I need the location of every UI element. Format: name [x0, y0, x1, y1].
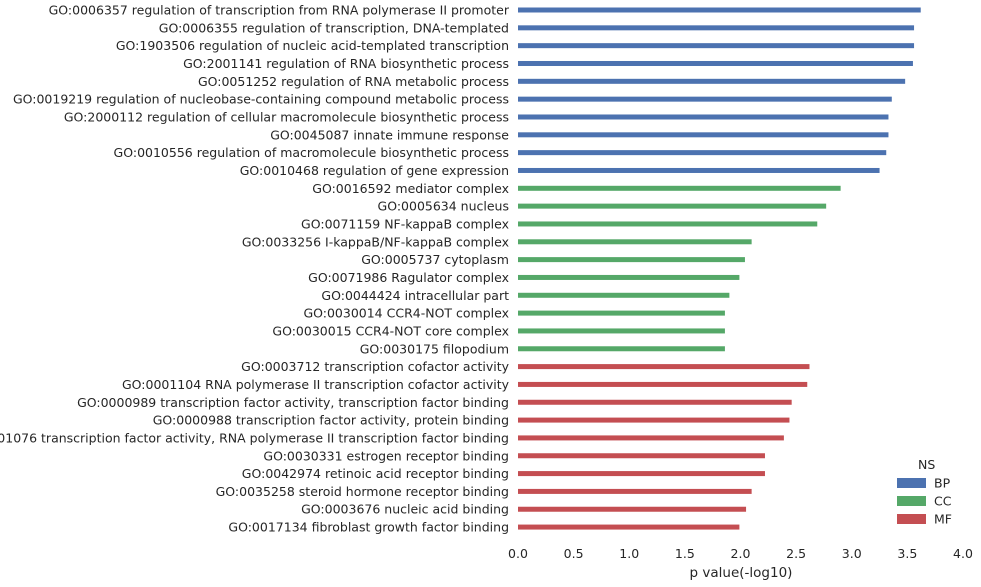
bar: [518, 239, 752, 245]
legend-swatch: [897, 478, 926, 488]
legend-label: CC: [934, 494, 952, 509]
x-tick-label: 3.5: [897, 546, 917, 561]
bar: [518, 471, 765, 477]
bar: [518, 25, 915, 31]
category-label: GO:0000989 transcription factor activity…: [77, 395, 509, 410]
category-label: GO:1903506 regulation of nucleic acid-te…: [116, 38, 509, 53]
bar: [518, 96, 892, 102]
category-label: GO:0030331 estrogen receptor binding: [263, 448, 509, 463]
bar: [518, 185, 841, 191]
category-label: GO:0010556 regulation of macromolecule b…: [114, 145, 509, 160]
category-label: GO:2000112 regulation of cellular macrom…: [64, 109, 509, 124]
legend-label: BP: [934, 476, 951, 491]
category-label: GO:0071159 NF-kappaB complex: [301, 216, 509, 231]
category-label: GO:0005634 nucleus: [378, 199, 509, 214]
x-tick-label: 1.0: [619, 546, 639, 561]
x-tick-label: 3.0: [842, 546, 862, 561]
bar: [518, 346, 725, 352]
bar: [518, 78, 906, 84]
bar: [518, 524, 740, 530]
bar: [518, 381, 808, 387]
x-axis-title: p value(-log10): [690, 565, 793, 581]
category-label: GO:0005737 cytoplasm: [361, 252, 509, 267]
x-tick-label: 0.5: [564, 546, 584, 561]
category-label: GO:0030014 CCR4-NOT complex: [303, 306, 509, 321]
bar: [518, 435, 784, 441]
category-label: GO:0019219 regulation of nucleobase-cont…: [13, 92, 509, 107]
bar: [518, 364, 810, 370]
category-label: GO:0006355 regulation of transcription, …: [159, 20, 509, 35]
bar: [518, 132, 889, 138]
bar: [518, 328, 725, 334]
category-label: GO:0000988 transcription factor activity…: [153, 413, 509, 428]
bar: [518, 221, 818, 227]
bar: [518, 292, 730, 298]
x-tick-label: 1.5: [675, 546, 695, 561]
legend-title: NS: [918, 457, 935, 472]
category-label: GO:0042974 retinoic acid receptor bindin…: [242, 466, 509, 481]
category-label: GO:2001141 regulation of RNA biosyntheti…: [183, 56, 509, 71]
bar: [518, 399, 792, 405]
legend-swatch: [897, 514, 926, 524]
bar-group: [518, 7, 921, 530]
category-label: GO:0033256 I-kappaB/NF-kappaB complex: [242, 234, 509, 249]
x-tick-label: 2.0: [731, 546, 751, 561]
x-tick-label: 0.0: [508, 546, 528, 561]
bar: [518, 488, 752, 494]
category-label: GO:0051252 regulation of RNA metabolic p…: [198, 74, 509, 89]
legend-swatch: [897, 496, 926, 506]
bar: [518, 7, 921, 13]
bar: [518, 453, 765, 459]
category-label-group: GO:0006357 regulation of transcription f…: [0, 3, 510, 535]
bar: [518, 274, 740, 280]
bar: [518, 167, 880, 173]
category-label: GO:0003676 nucleic acid binding: [301, 502, 509, 517]
x-tick-label: 2.5: [786, 546, 806, 561]
category-label: GO:0035258 steroid hormone receptor bind…: [216, 484, 509, 499]
bar: [518, 43, 915, 49]
category-label: GO:0044424 intracellular part: [321, 288, 509, 303]
category-label: GO:0030015 CCR4-NOT core complex: [272, 323, 509, 338]
bar: [518, 60, 913, 66]
bar: [518, 114, 889, 120]
category-label: GO:0001104 RNA polymerase II transcripti…: [122, 377, 510, 392]
category-label: GO:0045087 innate immune response: [270, 127, 509, 142]
bar: [518, 506, 747, 512]
x-tick-group: 0.0 0.5 1.0 1.5 2.0 2.5 3.0 3.5 4.0: [508, 546, 973, 561]
category-label: GO:0006357 regulation of transcription f…: [49, 3, 510, 18]
category-label: GO:0030175 filopodium: [360, 341, 509, 356]
category-label: GO:0017134 fibroblast growth factor bind…: [228, 520, 509, 535]
bar: [518, 150, 887, 156]
x-tick-label: 4.0: [953, 546, 973, 561]
category-label: GO:0003712 transcription cofactor activi…: [241, 359, 509, 374]
bar: [518, 257, 745, 263]
legend-label: MF: [934, 512, 952, 527]
category-label: GO:0010468 regulation of gene expression: [240, 163, 509, 178]
category-label: GO:0016592 mediator complex: [312, 181, 509, 196]
bar: [518, 310, 725, 316]
legend: NS BP CC MF: [897, 457, 952, 527]
bar: [518, 203, 827, 209]
category-label: GO:0001076 transcription factor activity…: [0, 430, 509, 445]
category-label: GO:0071986 Ragulator complex: [308, 270, 509, 285]
bar: [518, 417, 790, 423]
